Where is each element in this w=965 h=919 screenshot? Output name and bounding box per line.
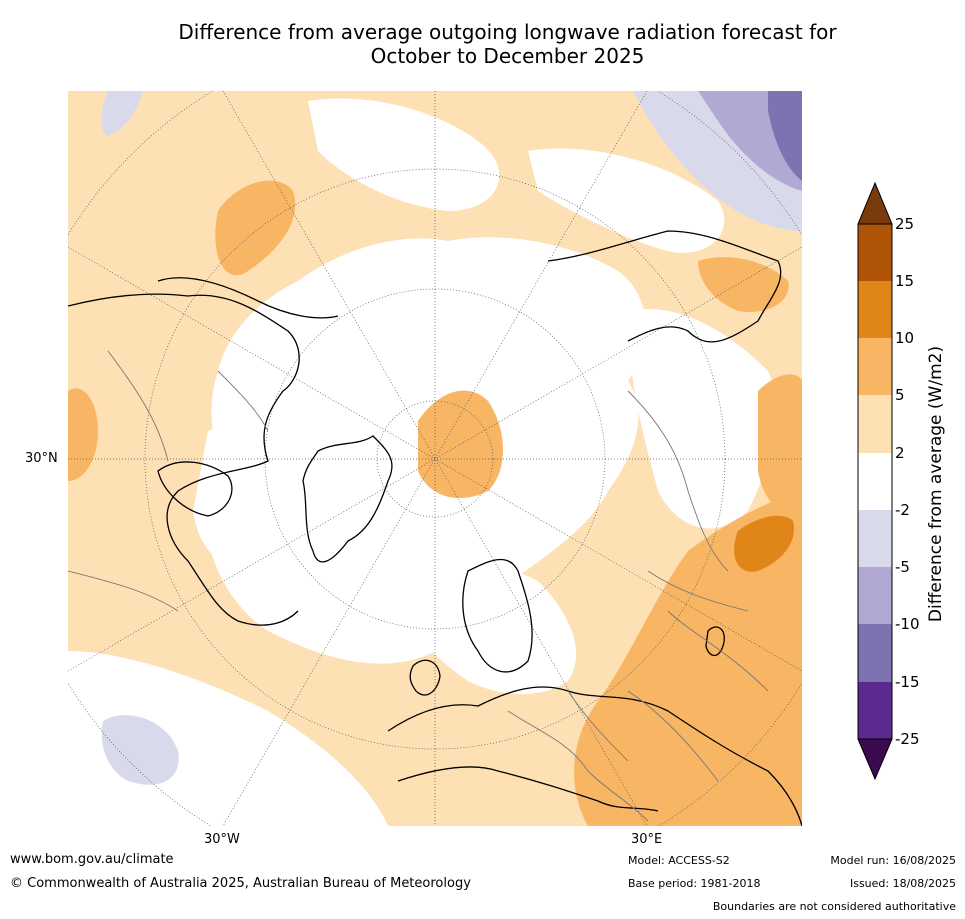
- meridian-line: [222, 91, 648, 826]
- meridian-line: [222, 91, 648, 826]
- map-canvas: [68, 91, 802, 826]
- anomaly-region-5-10-east: [758, 374, 802, 514]
- colorbar-tick-label: -25: [895, 730, 920, 748]
- coastline-caspian: [705, 626, 725, 657]
- anomaly-region-5-10-asia: [574, 491, 802, 826]
- colorbar-tick-label: 5: [895, 386, 905, 404]
- anomaly-region-negative-10-15-northeast: [768, 91, 802, 181]
- colorbar-band-5-10: [858, 338, 892, 395]
- colorbar-tick-label: 10: [895, 329, 915, 347]
- polar-map: [68, 91, 802, 826]
- colorbar-title: Difference from average (W/m2): [926, 345, 946, 623]
- coastline-scandinavia: [462, 558, 533, 673]
- lat-label-30n: 30°N: [25, 451, 58, 466]
- title-line-2: October to December 2025: [370, 44, 645, 68]
- colorbar-extension-max: [857, 181, 893, 225]
- colorbar-extension-min: [857, 738, 893, 781]
- border-line: [107, 350, 169, 462]
- border-line: [68, 570, 179, 612]
- border-line: [627, 390, 729, 572]
- colorbar-band-2-5: [858, 395, 892, 453]
- footer-issued: Issued: 18/08/2025: [849, 877, 956, 890]
- meridian-line: [68, 246, 802, 672]
- coastline-hudson-bay: [157, 461, 233, 517]
- border-line: [667, 610, 769, 692]
- lon-label-30w: 30°W: [204, 832, 240, 847]
- colorbar-svg: [857, 181, 893, 781]
- anomaly-region-near-average-siberia: [628, 309, 777, 529]
- colorbar-tick-label: 25: [895, 215, 915, 233]
- border-line: [647, 570, 749, 612]
- lon-label-30e: 30°E: [631, 832, 663, 847]
- coastline-bering: [157, 277, 339, 319]
- footer-url: www.bom.gov.au/climate: [10, 852, 174, 867]
- footer-base-period: Base period: 1981-2018: [628, 877, 761, 890]
- colorbar-tick-label: -5: [895, 558, 910, 576]
- anomaly-region-5-10-west: [68, 388, 98, 481]
- footer-model-run: Model run: 16/08/2025: [830, 854, 956, 867]
- border-line: [567, 690, 629, 762]
- coastline-uk: [409, 659, 441, 696]
- coastline-europe: [387, 686, 802, 826]
- coastline-mediterranean: [397, 766, 659, 812]
- colorbar-tick-label: 2: [895, 444, 905, 462]
- colorbar-tick-label: -2: [895, 501, 910, 519]
- anomaly-region-5-10-northeast: [698, 257, 789, 312]
- anomaly-region-5-10-pacific: [215, 180, 296, 276]
- country-borders: [68, 350, 769, 822]
- graticule: [68, 91, 802, 826]
- anomaly-region-negative-2-5-northwest: [101, 91, 143, 136]
- colorbar-band-15-25: [858, 224, 892, 281]
- coastline-greenland: [302, 435, 393, 563]
- coastline-north-america: [68, 293, 300, 626]
- border-line: [627, 690, 719, 782]
- anomaly-region-negative-2-5-southwest: [101, 715, 179, 785]
- border-line: [217, 370, 269, 432]
- footer-copyright: © Commonwealth of Australia 2025, Austra…: [10, 876, 471, 891]
- title-line-1: Difference from average outgoing longwav…: [178, 20, 837, 44]
- map-title: Difference from average outgoing longwav…: [60, 20, 955, 68]
- coastline-asia-arctic: [547, 230, 782, 343]
- footer-disclaimer: Boundaries are not considered authoritat…: [712, 900, 956, 913]
- colorbar-tick-label: -15: [895, 673, 920, 691]
- anomaly-region-near-average-northeast: [528, 148, 725, 253]
- colorbar-band-m10-m5: [858, 567, 892, 624]
- border-line: [507, 710, 649, 822]
- footer-model: Model: ACCESS-S2: [628, 854, 730, 867]
- colorbar: [855, 180, 895, 786]
- colorbar-tick-label: 15: [895, 272, 915, 290]
- colorbar-band-m5-m2: [858, 510, 892, 567]
- colorbar-tick-label: -10: [895, 615, 920, 633]
- colorbar-band-m2-2: [858, 453, 892, 510]
- anomaly-region-near-average-europe: [403, 557, 577, 695]
- colorbar-band-m25-m15: [858, 682, 892, 739]
- colorbar-band-10-15: [858, 281, 892, 338]
- anomaly-region-near-average-pacific: [308, 98, 500, 211]
- coastlines: [68, 230, 802, 826]
- anomaly-region-10-15: [734, 515, 794, 572]
- colorbar-frame: [857, 223, 893, 740]
- colorbar-band-m15-m10: [858, 624, 892, 682]
